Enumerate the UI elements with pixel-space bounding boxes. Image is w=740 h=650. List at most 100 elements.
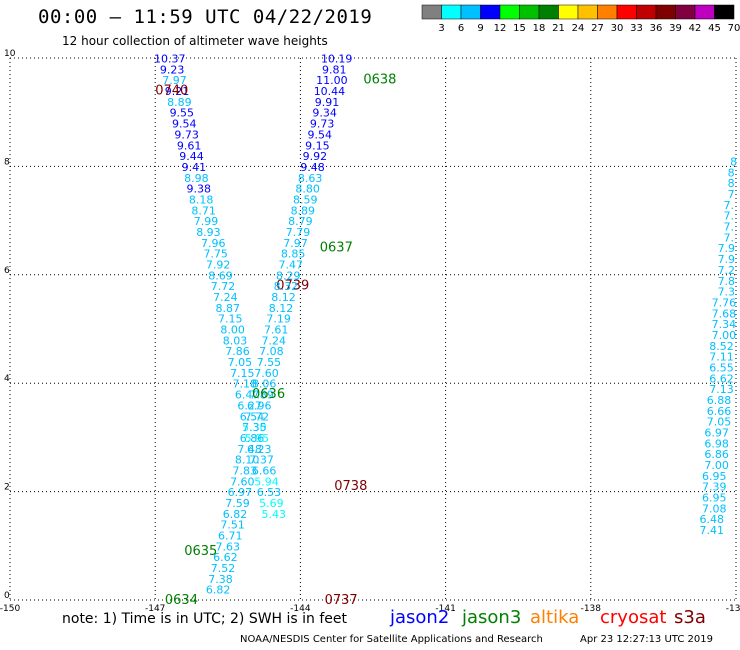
wave-height-value: 9.38 — [187, 183, 212, 196]
colorbar-tick-label: 39 — [669, 23, 682, 34]
wave-height-value: 8.06 — [252, 378, 277, 391]
wave-height-value: 7.05 — [228, 356, 253, 369]
colorbar-tick-label: 9 — [477, 23, 483, 34]
wave-height-value: 5.95 — [245, 432, 270, 445]
colorbar-tick-label: 15 — [513, 23, 526, 34]
footer-timestamp: Apr 23 12:27:13 UTC 2019 — [580, 634, 713, 645]
wave-height-value: 6.82 — [206, 584, 231, 597]
wave-height-value: 9.92 — [303, 150, 328, 163]
wave-height-value: 7.60 — [254, 367, 279, 380]
wave-height-value: 6.97 — [228, 486, 253, 499]
pass-time-label: 0637 — [320, 241, 353, 256]
wave-height-value: 8.79 — [288, 215, 313, 228]
wave-height-value: 6.88 — [707, 394, 732, 407]
wave-height-value: 7.86 — [225, 345, 250, 358]
colorbar-swatch — [714, 4, 735, 20]
wave-height-value: 8.32 — [274, 280, 299, 293]
wave-height-value: 9.91 — [315, 96, 340, 109]
wave-height-value: 8.00 — [220, 324, 245, 337]
wave-height-value: 8.71 — [191, 204, 216, 217]
wave-height-value: 7.08 — [259, 345, 284, 358]
wave-height-value: 9.61 — [177, 139, 202, 152]
wave-height-value: 6.86 — [704, 448, 729, 461]
wave-height-value: 7.00 — [704, 459, 729, 472]
wave-height-value: 8.52 — [709, 340, 734, 353]
wave-height-value: 7.52 — [211, 562, 236, 575]
wave-height-value: 7.37 — [249, 454, 274, 467]
wave-height-value: 7.24 — [262, 334, 287, 347]
wave-height-value: 6.98 — [704, 437, 729, 450]
wave-height-value: 9.73 — [310, 118, 335, 131]
legend-jason2: jason2 — [390, 607, 450, 628]
wave-height-value: 8.69 — [208, 269, 233, 282]
wave-height-value: 7.51 — [220, 519, 245, 532]
wave-height-value: 8.89 — [167, 96, 192, 109]
y-tick-label: 0 — [4, 591, 10, 601]
wave-height-value: 6.55 — [709, 361, 734, 374]
wave-height-value: 9.73 — [174, 128, 199, 141]
wave-height-value: 9.81 — [322, 63, 347, 76]
wave-height-value: 7. — [723, 199, 734, 212]
wave-height-value: 8.89 — [291, 204, 316, 217]
pass-time-label: 0634 — [165, 593, 198, 608]
wave-height-value: 5.94 — [254, 475, 279, 488]
wave-height-value: 7.05 — [707, 416, 732, 429]
wave-height-value: 7.99 — [194, 215, 219, 228]
wave-height-value: 7.61 — [264, 324, 289, 337]
wave-height-value: 7.72 — [245, 410, 270, 423]
x-tick-label: -141 — [435, 604, 455, 614]
wave-height-value: 8.93 — [196, 226, 221, 239]
wave-height-value: 7.39 — [702, 481, 727, 494]
wave-height-value: 6.48 — [700, 513, 725, 526]
colorbar-tick-label: 42 — [689, 23, 702, 34]
wave-height-value: 6.95 — [702, 470, 727, 483]
legend-cryosat: cryosat — [600, 607, 667, 628]
wave-height-value: 7.68 — [712, 307, 737, 320]
wave-height-value: 9.54 — [172, 118, 197, 131]
wave-height-value: 7.63 — [216, 540, 241, 553]
colorbar-tick-label: 18 — [533, 23, 546, 34]
wave-height-value: 7.35 — [242, 421, 267, 434]
wave-height-value: 7.3 — [718, 286, 736, 299]
y-tick-label: 6 — [4, 266, 10, 276]
wave-height-value: 8.87 — [216, 302, 241, 315]
wave-height-value: 7.92 — [206, 259, 231, 272]
pass-time-label: 0738 — [334, 479, 367, 494]
wave-height-value: 7.15 — [230, 367, 255, 380]
colorbar-tick-label: 12 — [494, 23, 507, 34]
wave-height-value: 7.72 — [211, 280, 236, 293]
wave-height-value: 9.55 — [170, 107, 195, 120]
wave-height-value: 7.89 — [249, 389, 274, 402]
wave-height-value: 7.83 — [232, 464, 257, 477]
wave-height-value: 8.03 — [223, 334, 248, 347]
wave-height-value: 9.48 — [300, 161, 325, 174]
wave-height-value: 10.37 — [154, 53, 186, 66]
x-tick-label: -138 — [581, 604, 602, 614]
wave-height-value: 6.23 — [247, 443, 272, 456]
wave-height-value: 7.9 — [718, 242, 736, 255]
wave-height-value: 8.98 — [184, 172, 209, 185]
wave-height-value: 9.23 — [160, 63, 185, 76]
wave-height-value: 7.97 — [162, 74, 187, 87]
wave-height-value: 7 — [728, 188, 735, 201]
wave-height-value: 8.80 — [295, 183, 320, 196]
wave-height-value: 11.00 — [316, 74, 348, 87]
pass-time-label: 0737 — [325, 593, 358, 608]
wave-height-value: 8 — [728, 166, 735, 179]
wave-height-value: 10.44 — [314, 85, 346, 98]
pass-time-label: 0636 — [252, 387, 285, 402]
wave-height-value: 6.71 — [218, 530, 243, 543]
wave-height-value: 8.85 — [281, 248, 306, 261]
wave-height-value: 6.47 — [235, 389, 260, 402]
wave-height-value: 8.59 — [293, 193, 318, 206]
wave-height-value: 8.63 — [298, 172, 323, 185]
wave-height-value: 6.97 — [704, 427, 729, 440]
wave-height-value: 6.96 — [247, 399, 272, 412]
units-note: note: 1) Time is in UTC; 2) SWH is in fe… — [62, 611, 348, 627]
wave-height-value: 7. — [723, 221, 734, 234]
wave-height-value: 9.41 — [182, 161, 207, 174]
wave-height-value: 8.10 — [235, 454, 260, 467]
wave-height-value: 7.97 — [283, 237, 308, 250]
wave-height-value: 10.19 — [321, 53, 353, 66]
wave-height-value: 8 — [730, 156, 737, 169]
